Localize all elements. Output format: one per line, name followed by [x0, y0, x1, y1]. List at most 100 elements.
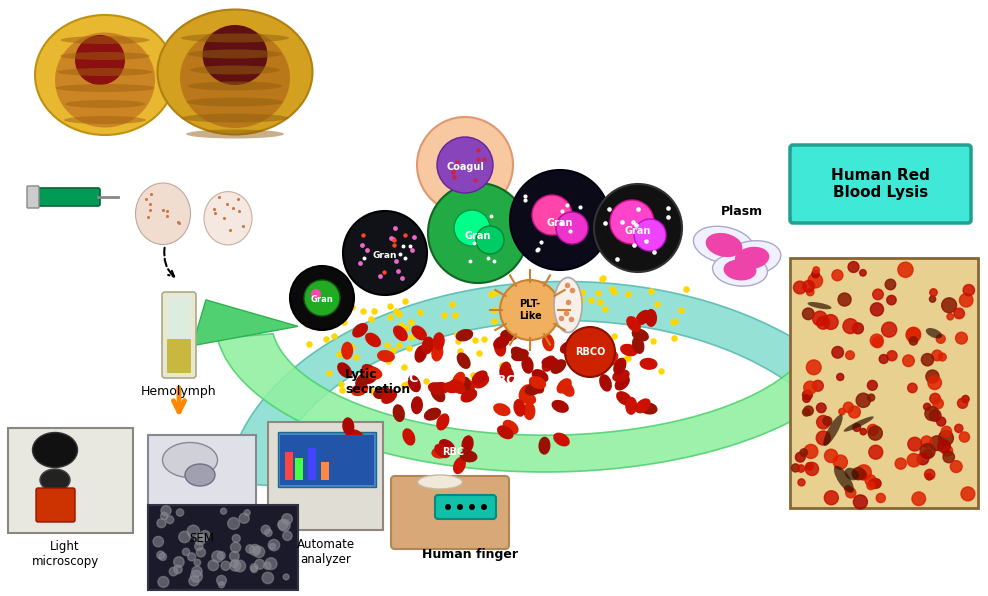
Point — [395, 241, 411, 251]
Text: Human Red
Blood Lysis: Human Red Blood Lysis — [831, 168, 930, 200]
Ellipse shape — [60, 36, 149, 44]
Text: Light
microscopy: Light microscopy — [32, 540, 99, 568]
Point — [554, 207, 570, 216]
Point — [601, 204, 617, 213]
Point — [576, 349, 592, 359]
Polygon shape — [193, 300, 298, 346]
Point — [406, 232, 422, 242]
Text: Plasm: Plasm — [721, 205, 763, 218]
Point — [366, 306, 381, 316]
Point — [562, 226, 578, 236]
Point — [580, 367, 596, 377]
Point — [483, 290, 499, 299]
Point — [401, 343, 417, 353]
Point — [423, 340, 439, 350]
Text: Gran: Gran — [310, 296, 333, 305]
Point — [213, 576, 229, 585]
Ellipse shape — [462, 380, 475, 398]
Point — [815, 318, 831, 328]
Point — [247, 545, 263, 555]
Point — [336, 318, 352, 327]
Point — [674, 305, 690, 315]
Point — [638, 236, 654, 246]
Point — [475, 334, 491, 343]
Point — [418, 376, 434, 386]
Ellipse shape — [525, 383, 542, 395]
Circle shape — [500, 280, 560, 340]
Point — [905, 330, 921, 340]
Ellipse shape — [418, 475, 462, 489]
Point — [919, 402, 935, 412]
Ellipse shape — [185, 464, 215, 486]
Point — [449, 157, 464, 166]
Point — [275, 520, 290, 529]
Point — [925, 372, 941, 381]
Point — [833, 457, 849, 467]
Point — [800, 406, 816, 415]
Ellipse shape — [626, 316, 641, 332]
Circle shape — [556, 212, 588, 244]
Point — [530, 245, 545, 254]
Point — [332, 361, 348, 371]
Ellipse shape — [414, 345, 427, 363]
Ellipse shape — [188, 49, 282, 58]
Point — [155, 205, 171, 215]
FancyBboxPatch shape — [162, 292, 196, 378]
Ellipse shape — [712, 254, 768, 286]
Point — [863, 481, 878, 491]
Point — [830, 271, 846, 280]
Point — [806, 362, 822, 372]
Point — [394, 273, 410, 283]
Point — [799, 390, 815, 400]
Circle shape — [304, 280, 340, 316]
Ellipse shape — [823, 415, 843, 446]
Point — [382, 302, 398, 311]
FancyBboxPatch shape — [295, 458, 303, 480]
Point — [847, 407, 863, 417]
Point — [231, 207, 247, 216]
Point — [483, 211, 499, 221]
Point — [326, 331, 342, 341]
Point — [396, 253, 412, 263]
Ellipse shape — [530, 378, 544, 393]
Ellipse shape — [499, 362, 512, 380]
Point — [193, 548, 208, 557]
Point — [625, 218, 641, 227]
Point — [678, 284, 694, 294]
Point — [615, 217, 630, 226]
Point — [810, 381, 826, 390]
Ellipse shape — [453, 372, 465, 389]
Ellipse shape — [473, 374, 489, 389]
Ellipse shape — [497, 426, 514, 439]
FancyBboxPatch shape — [278, 432, 376, 487]
Ellipse shape — [188, 82, 283, 91]
Point — [665, 317, 681, 327]
Point — [574, 287, 590, 296]
Point — [920, 355, 936, 364]
Point — [158, 506, 174, 516]
Text: Lytic
secretion: Lytic secretion — [345, 368, 410, 396]
Point — [445, 299, 460, 309]
Ellipse shape — [157, 10, 312, 135]
Point — [563, 285, 579, 295]
Point — [445, 167, 460, 177]
Point — [162, 515, 178, 524]
Point — [803, 446, 819, 456]
Point — [530, 244, 545, 253]
Point — [907, 439, 923, 449]
Point — [866, 479, 882, 489]
Ellipse shape — [55, 33, 155, 128]
Point — [553, 313, 569, 323]
Point — [300, 340, 316, 349]
Point — [153, 550, 169, 560]
Ellipse shape — [560, 381, 575, 397]
FancyBboxPatch shape — [308, 448, 316, 480]
Point — [855, 268, 870, 278]
Ellipse shape — [411, 325, 427, 340]
Ellipse shape — [431, 386, 446, 402]
Point — [397, 230, 413, 240]
Point — [804, 464, 820, 474]
FancyBboxPatch shape — [167, 339, 191, 373]
Point — [863, 476, 878, 485]
Ellipse shape — [162, 442, 217, 477]
